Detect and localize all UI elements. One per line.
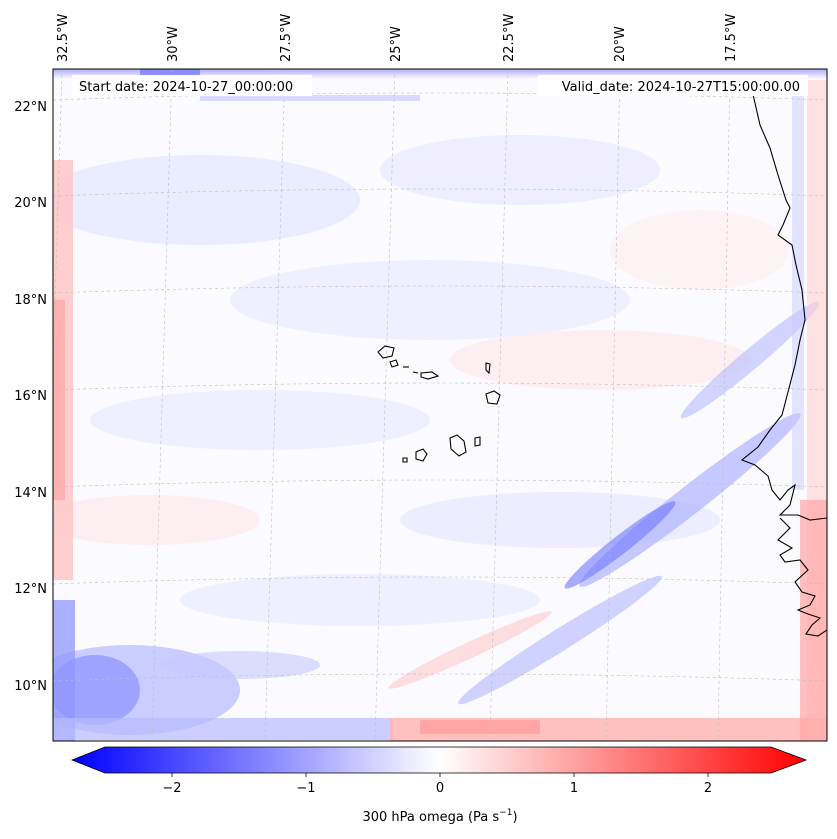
colorbar-tick: 0 [436, 781, 444, 796]
lon-label: 27.5°W [279, 14, 294, 62]
colorbar-title: 300 hPa omega (Pa s−1) [362, 808, 517, 825]
lat-label: 16°N [14, 389, 47, 404]
lat-label: 20°N [14, 196, 47, 211]
valid-date-label: Valid_date: 2024-10-27T15:00:00.00 [562, 80, 800, 95]
lon-label: 32.5°W [56, 14, 71, 62]
cape-verde-islands [377, 345, 501, 463]
colorbar-tick: 1 [570, 781, 578, 796]
map-frame [52, 68, 828, 742]
lat-label: 10°N [14, 679, 47, 694]
valid-date-box [538, 75, 808, 96]
latitude-labels: 22°N 20°N 18°N 16°N 14°N 12°N 10°N [14, 100, 47, 694]
lon-label: 30°W [166, 26, 181, 62]
africa-coastline [740, 89, 827, 637]
graticule [53, 69, 827, 741]
start-date-box [72, 75, 312, 96]
lat-label: 18°N [14, 293, 47, 308]
colorbar-tick: 2 [704, 781, 712, 796]
lat-label: 22°N [14, 100, 47, 115]
longitude-labels: 32.5°W 30°W 27.5°W 25°W 22.5°W 20°W 17.5… [56, 14, 739, 62]
colorbar-tick: −2 [162, 781, 181, 796]
lon-label: 25°W [389, 26, 404, 62]
colorbar: −2 −1 0 1 2 300 hPa omega (Pa s−1) [70, 746, 808, 825]
omega-field [53, 69, 827, 741]
lon-label: 22.5°W [502, 14, 517, 62]
lat-label: 14°N [14, 486, 47, 501]
colorbar-tick: −1 [296, 781, 315, 796]
start-date-label: Start date: 2024-10-27_00:00:00 [79, 80, 293, 95]
lat-label: 12°N [14, 582, 47, 597]
lon-label: 17.5°W [724, 14, 739, 62]
lon-label: 20°W [613, 26, 628, 62]
